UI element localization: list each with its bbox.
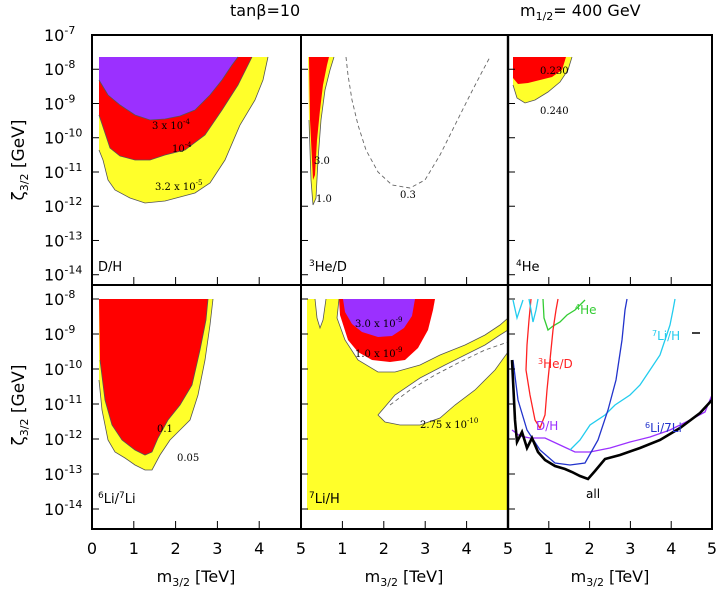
panel-label-7lih: 7Li/H — [309, 491, 340, 507]
3hed-annotation-red: 3.0 — [314, 156, 330, 167]
x-tick-label: 0 — [87, 539, 97, 558]
7lih-white-notch — [315, 299, 326, 328]
y-tick-label: 10-14 — [44, 264, 82, 285]
6li7li-yellow-edge — [98, 298, 214, 471]
panel-label-dh: D/H — [98, 260, 122, 275]
7lih-white-band — [378, 330, 508, 425]
combined-label-4he: 4He — [575, 303, 597, 317]
panel-combined-plot — [510, 298, 712, 481]
7lih-yellow-edge — [336, 298, 508, 373]
axis-ticks — [91, 34, 713, 529]
x-axis-title-1: m3/2 [TeV] — [157, 567, 236, 589]
panel-4he-plot — [512, 56, 573, 104]
6li7li-annotation-yellow: 0.05 — [177, 453, 199, 464]
line-6li7li — [512, 298, 628, 466]
y-tick-label: 10-8 — [44, 58, 75, 79]
3hed-annotation-dashed: 0.3 — [400, 190, 416, 201]
dh-red-edge — [98, 56, 253, 161]
y-tick-label: 10-12 — [44, 195, 82, 216]
7lih-band-edge — [377, 329, 508, 426]
dh-purple-region — [99, 57, 238, 120]
4he-annotation-red: 0.230 — [540, 66, 569, 77]
y-tick-label: 10-9 — [44, 323, 75, 344]
panel-label-4he: 4He — [516, 259, 540, 275]
dh-annotation-yellow: 3.2 x 10-5 — [155, 179, 202, 193]
3hed-dashed-contour — [345, 56, 491, 189]
combined-label-all: all — [586, 487, 600, 501]
x-tick-label: 5 — [296, 539, 306, 558]
y-tick-label: 10-14 — [44, 498, 82, 519]
7lih-purple-region — [343, 299, 415, 337]
y-axis-title-top: ζ3/2 [GeV] — [9, 120, 31, 201]
y-tick-labels: 10-7 10-8 10-8 10-9 10-9 10-10 10-10 10-11 10-11… — [44, 24, 82, 519]
dh-yellow-edge — [98, 56, 269, 204]
line-all — [510, 359, 712, 481]
y-tick-label: 10-10 — [44, 358, 82, 379]
y-tick-label: 10-13 — [44, 229, 82, 250]
combined-label-dh: D/H — [536, 419, 558, 433]
y-tick-label: 10-12 — [44, 428, 82, 449]
x-tick-label: 3 — [420, 539, 430, 558]
4he-yellow-edge — [512, 56, 573, 104]
line-7lih-a — [512, 299, 524, 321]
dh-annotation-purple: 3 x 10-4 — [152, 118, 190, 132]
panel-label-6li7li: 6Li/7Li — [98, 491, 136, 507]
x-tick-label: 2 — [171, 539, 181, 558]
x-tick-label: 1 — [544, 539, 554, 558]
y-axis-title-bottom: ζ3/2 [GeV] — [9, 365, 31, 446]
4he-annotation-yellow: 0.240 — [540, 106, 569, 117]
x-tick-labels: 0 1 2 3 4 5 1 2 3 4 5 1 2 3 4 5 — [87, 539, 717, 558]
x-tick-label: 3 — [625, 539, 635, 558]
6li7li-annotation-red: 0.1 — [157, 424, 173, 435]
combined-label-7lih: 7Li/H — [652, 329, 680, 343]
7lih-notch-edge — [314, 298, 327, 330]
7lih-annotation-red: 1.0 x 10-9 — [355, 346, 402, 360]
header-m12: m1/2= 400 GeV — [520, 1, 641, 23]
y-tick-label: 10-10 — [44, 127, 82, 148]
x-tick-label: 1 — [337, 539, 347, 558]
y-tick-label: 10-11 — [44, 161, 82, 182]
3hed-annotation-yellow: 1.0 — [316, 194, 332, 205]
panel-3hed-plot — [308, 56, 491, 206]
x-tick-label: 4 — [462, 539, 472, 558]
x-axis-title-3: m3/2 [TeV] — [571, 567, 650, 589]
combined-label-6li7li: 6Li/7Li — [645, 421, 682, 435]
y-tick-label: 10-13 — [44, 463, 82, 484]
3hed-yellow-edge — [308, 56, 335, 206]
x-tick-label: 4 — [254, 539, 264, 558]
line-4he — [542, 298, 586, 332]
x-tick-label: 5 — [503, 539, 513, 558]
x-tick-label: 2 — [585, 539, 595, 558]
panel-7lih-plot — [307, 298, 508, 510]
panel-dh-plot — [98, 56, 269, 204]
7lih-dashed-contour — [389, 341, 508, 406]
line-3hed — [525, 298, 559, 430]
x-tick-label: 4 — [666, 539, 676, 558]
4he-red-region — [513, 57, 566, 84]
y-tick-label: 10-8 — [44, 288, 75, 309]
dh-purple-edge — [98, 56, 239, 121]
line-7lih-c — [569, 298, 676, 451]
dh-annotation-red: 10-4 — [172, 141, 192, 155]
x-tick-label: 3 — [212, 539, 222, 558]
panel-6li7li-plot — [98, 298, 214, 471]
7lih-annotation-yellow: 2.75 x 10-10 — [420, 417, 478, 431]
header-tanbeta: tanβ=10 — [230, 1, 300, 20]
panel-label-3hed: 3He/D — [309, 259, 347, 275]
x-axis-title-2: m3/2 [TeV] — [365, 567, 444, 589]
x-tick-label: 2 — [379, 539, 389, 558]
y-tick-label: 10-11 — [44, 393, 82, 414]
x-tick-label: 5 — [707, 539, 717, 558]
6li7li-red-edge — [99, 298, 209, 456]
y-tick-label: 10-7 — [44, 24, 75, 45]
line-7lih-b — [528, 298, 539, 323]
y-tick-label: 10-9 — [44, 92, 75, 113]
combined-label-3hed: 3He/D — [538, 357, 573, 371]
7lih-annotation-purple: 3.0 x 10-9 — [355, 316, 402, 330]
6li7li-red-region — [99, 299, 208, 455]
x-tick-label: 1 — [129, 539, 139, 558]
3hed-red-region — [309, 57, 329, 180]
